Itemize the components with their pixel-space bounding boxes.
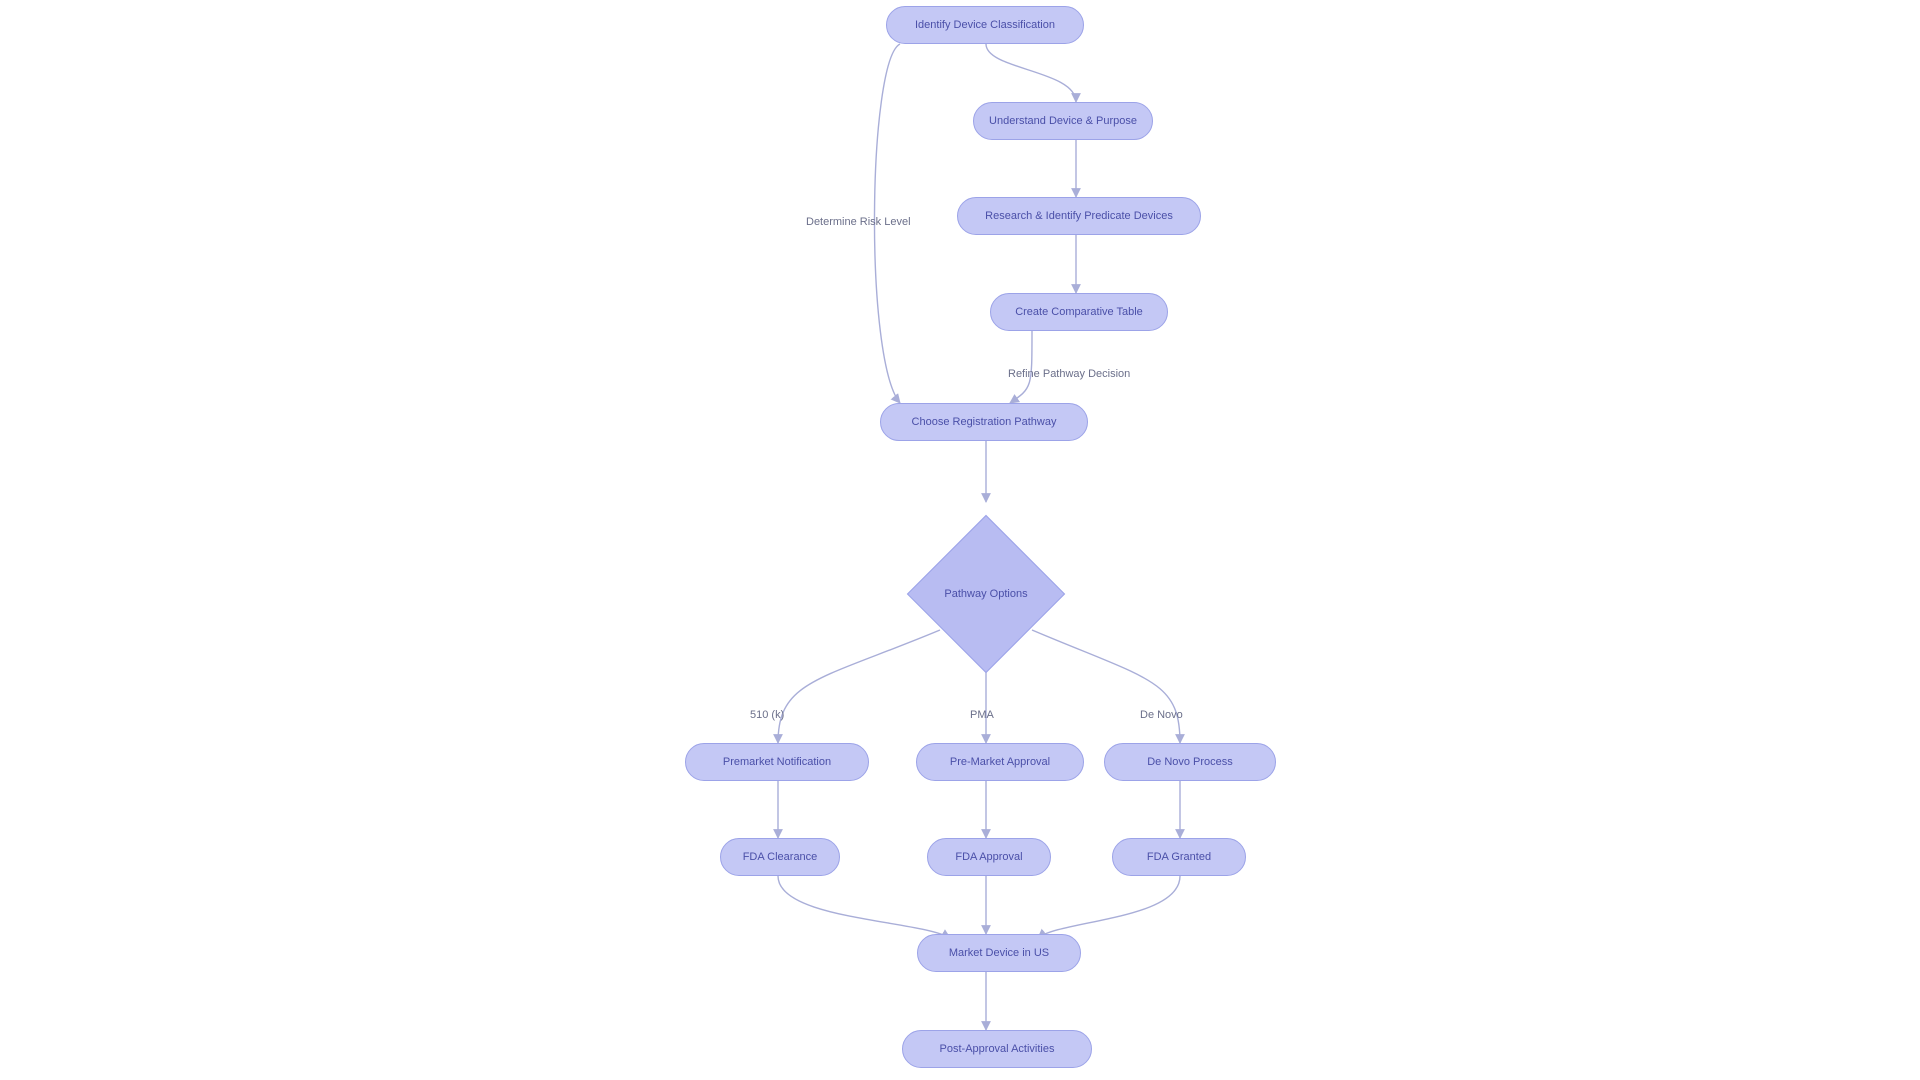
node-pathway-options: Pathway Options	[930, 538, 1042, 650]
edge-label-refine-pathway: Refine Pathway Decision	[1008, 368, 1130, 380]
node-market-device: Market Device in US	[917, 934, 1081, 972]
edge-label-pma: PMA	[970, 709, 994, 721]
edge-d1-n8	[1032, 630, 1180, 743]
node-label: Premarket Notification	[723, 756, 831, 768]
node-premarket-notification: Premarket Notification	[685, 743, 869, 781]
node-premarket-approval: Pre-Market Approval	[916, 743, 1084, 781]
edge-n9-n12	[778, 876, 950, 938]
edge-label-text: PMA	[970, 709, 994, 721]
node-label: Research & Identify Predicate Devices	[985, 210, 1173, 222]
flowchart-canvas: Identify Device Classification Understan…	[0, 0, 1920, 1080]
edge-label-risk-level: Determine Risk Level	[806, 216, 911, 228]
node-post-approval: Post-Approval Activities	[902, 1030, 1092, 1068]
node-denovo-process: De Novo Process	[1104, 743, 1276, 781]
node-label: Identify Device Classification	[915, 19, 1055, 31]
node-understand-device: Understand Device & Purpose	[973, 102, 1153, 140]
node-choose-pathway: Choose Registration Pathway	[880, 403, 1088, 441]
node-label: De Novo Process	[1147, 756, 1233, 768]
node-fda-clearance: FDA Clearance	[720, 838, 840, 876]
node-fda-approval: FDA Approval	[927, 838, 1051, 876]
node-label: Understand Device & Purpose	[989, 115, 1137, 127]
edge-n4-n5	[1010, 331, 1032, 403]
edge-label-510k: 510 (k)	[750, 709, 784, 721]
node-fda-granted: FDA Granted	[1112, 838, 1246, 876]
edge-label-text: Determine Risk Level	[806, 216, 911, 228]
edge-n11-n12	[1038, 876, 1180, 938]
node-label: FDA Granted	[1147, 851, 1211, 863]
node-identify-classification: Identify Device Classification	[886, 6, 1084, 44]
node-label: FDA Clearance	[743, 851, 818, 863]
node-label: Pathway Options	[930, 538, 1042, 650]
node-label: Choose Registration Pathway	[912, 416, 1057, 428]
edge-n1-n2	[986, 44, 1076, 102]
node-label: Market Device in US	[949, 947, 1049, 959]
edge-label-text: De Novo	[1140, 709, 1183, 721]
edge-label-text: Refine Pathway Decision	[1008, 368, 1130, 380]
edge-label-text: 510 (k)	[750, 709, 784, 721]
edge-d1-n6	[778, 630, 940, 743]
edge-label-denovo: De Novo	[1140, 709, 1183, 721]
node-comparative-table: Create Comparative Table	[990, 293, 1168, 331]
node-label: Pre-Market Approval	[950, 756, 1050, 768]
node-label: Create Comparative Table	[1015, 306, 1143, 318]
node-label: FDA Approval	[955, 851, 1022, 863]
node-label: Post-Approval Activities	[940, 1043, 1055, 1055]
node-research-predicate: Research & Identify Predicate Devices	[957, 197, 1201, 235]
